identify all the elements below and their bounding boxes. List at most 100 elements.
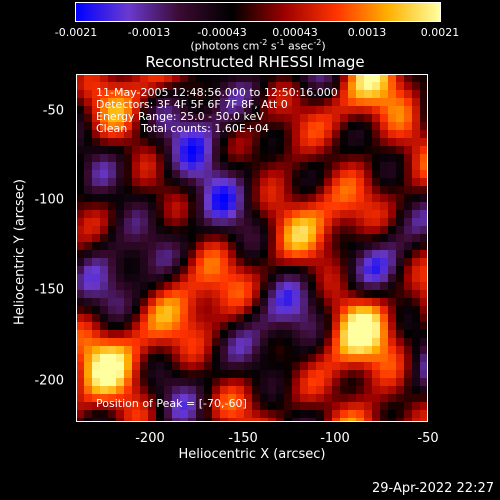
heatmap-cell [300, 170, 308, 178]
heatmap-cell [188, 98, 196, 106]
heatmap-cell [388, 210, 396, 218]
heatmap-cell [172, 234, 180, 242]
heatmap-cell [164, 410, 172, 418]
heatmap-cell [124, 234, 132, 242]
heatmap-cell [228, 154, 236, 162]
heatmap-cell [124, 282, 132, 290]
heatmap-cell [236, 290, 244, 298]
heatmap-cell [132, 234, 140, 242]
heatmap-cell [412, 194, 420, 202]
heatmap-cell [132, 154, 140, 162]
heatmap-cell [76, 162, 84, 170]
heatmap-cell [372, 162, 380, 170]
heatmap-cell [268, 418, 276, 422]
colorbar-tick: 0.00043 [272, 26, 318, 39]
heatmap-cell [252, 202, 260, 210]
heatmap-cell [124, 226, 132, 234]
heatmap-cell [340, 114, 348, 122]
heatmap-cell [420, 218, 428, 226]
heatmap-cell [396, 218, 404, 226]
heatmap-cell [388, 298, 396, 306]
heatmap-cell [364, 178, 372, 186]
heatmap-cell [284, 234, 292, 242]
heatmap-cell [420, 378, 428, 386]
heatmap-cell [308, 186, 316, 194]
heatmap-cell [84, 210, 92, 218]
heatmap-cell [348, 154, 356, 162]
heatmap-cell [332, 250, 340, 258]
heatmap-cell [92, 202, 100, 210]
colorbar-tick: -0.00043 [197, 26, 247, 39]
heatmap-cell [212, 90, 220, 98]
heatmap-cell [292, 210, 300, 218]
heatmap-cell [156, 394, 164, 402]
heatmap-cell [212, 290, 220, 298]
heatmap-cell [84, 74, 92, 82]
heatmap-cell [100, 258, 108, 266]
heatmap-cell [380, 242, 388, 250]
heatmap-cell [76, 290, 84, 298]
heatmap-cell [364, 266, 372, 274]
heatmap-cell [252, 378, 260, 386]
heatmap-cell [372, 314, 380, 322]
heatmap-cell [172, 82, 180, 90]
heatmap-cell [300, 290, 308, 298]
heatmap-cell [84, 410, 92, 418]
heatmap-cell [100, 378, 108, 386]
heatmap-cell [332, 218, 340, 226]
heatmap-cell [332, 194, 340, 202]
heatmap-cell [396, 378, 404, 386]
heatmap-cell [196, 162, 204, 170]
heatmap-cell [204, 322, 212, 330]
heatmap-cell [140, 218, 148, 226]
heatmap-cell [156, 218, 164, 226]
heatmap-cell [372, 82, 380, 90]
heatmap-cell [420, 122, 428, 130]
heatmap-cell [300, 370, 308, 378]
heatmap-cell [404, 354, 412, 362]
heatmap-cell [124, 378, 132, 386]
heatmap-cell [172, 362, 180, 370]
heatmap-cell [100, 410, 108, 418]
heatmap-cell [412, 146, 420, 154]
heatmap-cell [108, 250, 116, 258]
heatmap-cell [268, 282, 276, 290]
heatmap-cell [148, 234, 156, 242]
heatmap-cell [108, 354, 116, 362]
heatmap-cell [156, 306, 164, 314]
heatmap-cell [220, 234, 228, 242]
heatmap-cell [324, 378, 332, 386]
heatmap-cell [380, 138, 388, 146]
heatmap-cell [244, 370, 252, 378]
heatmap-cell [332, 362, 340, 370]
heatmap-cell [156, 282, 164, 290]
heatmap-cell [340, 314, 348, 322]
heatmap-cell [396, 202, 404, 210]
heatmap-cell [172, 322, 180, 330]
heatmap-cell [404, 378, 412, 386]
heatmap-cell [332, 290, 340, 298]
heatmap-cell [388, 82, 396, 90]
heatmap-cell [252, 242, 260, 250]
heatmap-cell [84, 258, 92, 266]
heatmap-cell [292, 322, 300, 330]
heatmap-cell [228, 250, 236, 258]
heatmap-cell [228, 266, 236, 274]
heatmap-cell [292, 178, 300, 186]
heatmap-cell [316, 250, 324, 258]
heatmap-cell [212, 106, 220, 114]
heatmap-cell [308, 282, 316, 290]
heatmap-cell [244, 146, 252, 154]
heatmap-cell [204, 282, 212, 290]
heatmap-cell [348, 330, 356, 338]
heatmap-cell [340, 322, 348, 330]
heatmap-cell [268, 386, 276, 394]
heatmap-cell [356, 130, 364, 138]
heatmap-cell [260, 210, 268, 218]
heatmap-cell [180, 410, 188, 418]
heatmap-cell [212, 146, 220, 154]
heatmap-cell [380, 282, 388, 290]
heatmap-cell [124, 154, 132, 162]
heatmap-cell [156, 370, 164, 378]
heatmap-cell [76, 306, 84, 314]
